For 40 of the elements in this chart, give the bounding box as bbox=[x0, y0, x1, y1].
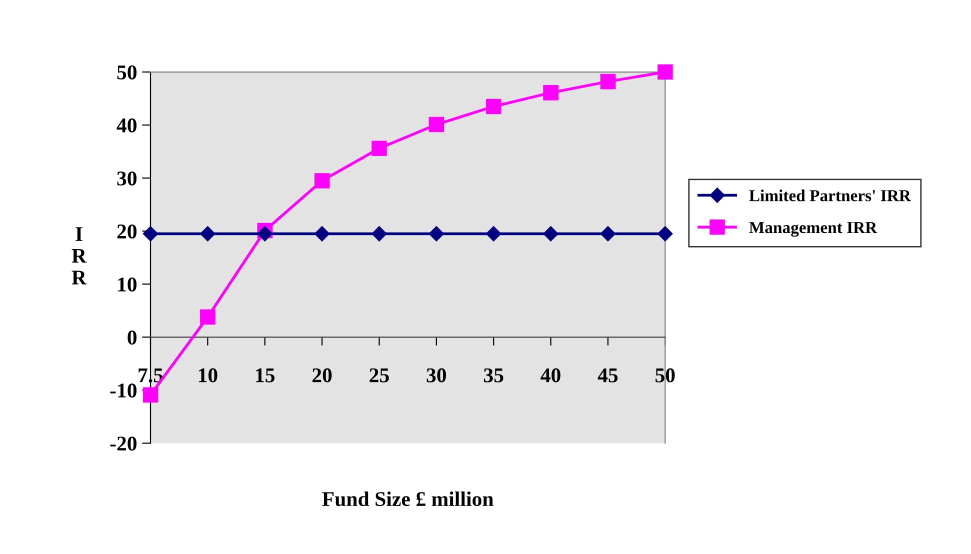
y-tick-label: 30 bbox=[117, 171, 137, 186]
point bbox=[486, 98, 502, 114]
x-tick-label: 30 bbox=[426, 368, 446, 382]
point bbox=[314, 173, 330, 188]
x-tick-label: 45 bbox=[598, 368, 618, 382]
point bbox=[142, 387, 158, 403]
point bbox=[257, 226, 272, 242]
point bbox=[200, 309, 216, 325]
x-tick-label: 35 bbox=[484, 368, 504, 382]
point bbox=[543, 85, 558, 100]
y-tick-label: 20 bbox=[117, 224, 137, 239]
y-tick-label: 0 bbox=[128, 330, 137, 345]
y-tick-label: 40 bbox=[116, 118, 137, 132]
point bbox=[658, 226, 673, 242]
point bbox=[314, 226, 330, 242]
x-tick-label: 15 bbox=[256, 368, 275, 382]
point bbox=[372, 140, 387, 156]
point bbox=[600, 226, 616, 242]
x-tick-label: 25 bbox=[370, 368, 389, 382]
point bbox=[657, 64, 673, 80]
legend-label: Management IRR bbox=[749, 222, 878, 237]
y-axis-title: I R R bbox=[72, 227, 87, 284]
x-tick-label: 50 bbox=[656, 368, 675, 382]
point bbox=[486, 226, 502, 242]
point bbox=[142, 226, 158, 242]
point bbox=[600, 74, 616, 90]
x-axis-title: Fund Size £ million bbox=[322, 491, 494, 506]
point bbox=[372, 226, 387, 242]
x-tick-label: 10 bbox=[198, 368, 218, 382]
y-tick-label: 50 bbox=[117, 65, 137, 80]
y-tick-label: -20 bbox=[110, 436, 137, 451]
point bbox=[200, 226, 216, 242]
y-tick-label: 10 bbox=[118, 277, 137, 292]
x-tick-label: 20 bbox=[312, 368, 332, 382]
legend-label: Limited Partners' IRR bbox=[749, 190, 912, 202]
point bbox=[428, 116, 444, 132]
point bbox=[428, 226, 444, 242]
point bbox=[543, 226, 558, 242]
y-tick-label: -10 bbox=[110, 384, 137, 398]
x-tick-label: 40 bbox=[540, 368, 560, 382]
